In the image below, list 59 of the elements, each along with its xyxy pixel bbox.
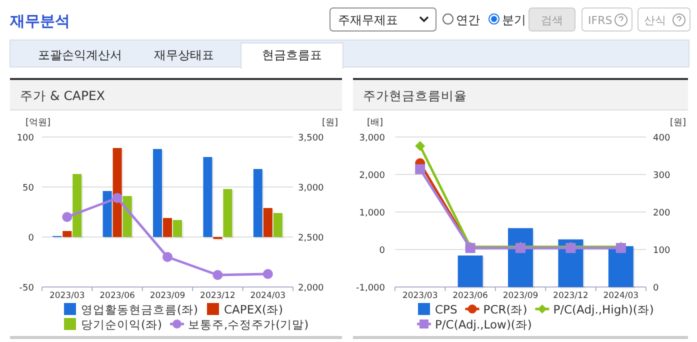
- y2-tick-label: 400: [653, 134, 670, 144]
- text: 분기: [502, 13, 526, 27]
- x-tick-label: 2023/09: [150, 291, 186, 301]
- y-tick-label: 50: [22, 184, 34, 194]
- legend-label: PCR(좌): [483, 302, 528, 316]
- y2-tick-label: 2,500: [298, 234, 324, 244]
- x-tick-label: 2023/09: [502, 291, 538, 301]
- y-axis-title: [배]: [366, 118, 384, 128]
- y-tick-label: 0: [379, 246, 386, 256]
- legend-label: 보통주,수정주가(기말): [188, 318, 309, 332]
- legend-label: P/C(Adj.,Low)(좌): [435, 318, 532, 332]
- y-tick-label: -1,000: [356, 284, 386, 294]
- point: [415, 164, 426, 174]
- legend-label: 당기순이익(좌): [81, 318, 162, 332]
- text: 재무분석: [9, 12, 70, 30]
- y-axis-title: [억원]: [25, 118, 51, 128]
- y2-axis-title: [원]: [670, 118, 686, 128]
- y-tick-label: 1,000: [359, 208, 386, 218]
- y-tick-label: -50: [19, 284, 34, 294]
- point: [112, 193, 122, 203]
- x-tick-label: 2023/03: [49, 291, 85, 301]
- x-tick-label: 2023/03: [402, 291, 438, 301]
- point: [62, 212, 72, 222]
- x-tick-label: 2023/12: [200, 291, 236, 301]
- text: 재무상태표: [154, 48, 214, 62]
- x-tick-label: 2024/03: [250, 291, 286, 301]
- text: 현금흐름표: [262, 48, 322, 62]
- text: 포괄손익계산서: [38, 48, 122, 62]
- text: IFRS: [588, 14, 612, 27]
- y2-tick-label: 200: [653, 208, 670, 218]
- legend-label: CPS: [435, 302, 458, 316]
- legend-label: P/C(Adj.,High)(좌): [553, 302, 654, 316]
- point: [262, 269, 273, 279]
- legend-label: CAPEX(좌): [224, 302, 283, 316]
- y-tick-label: 2,000: [359, 171, 386, 181]
- y2-tick-label: 2,000: [298, 284, 324, 294]
- text: 산식: [644, 14, 666, 27]
- y-tick-label: 0: [28, 234, 34, 244]
- point: [415, 141, 426, 151]
- y2-tick-label: 300: [653, 171, 670, 181]
- y2-tick-label: 0: [653, 284, 659, 294]
- x-tick-label: 2024/03: [603, 291, 639, 301]
- y-tick-label: 100: [16, 134, 34, 144]
- chart-title: 주가 & CAPEX: [20, 88, 106, 103]
- y2-axis-title: [원]: [322, 118, 338, 128]
- x-tick-label: 2023/06: [452, 291, 488, 301]
- x-tick-label: 2023/06: [100, 291, 135, 301]
- text: 연간: [456, 13, 480, 27]
- text: 주재무제표: [338, 13, 398, 27]
- text: 검색: [541, 14, 563, 27]
- point: [212, 270, 223, 280]
- chart-title: 주가현금흐름비율: [363, 88, 467, 103]
- legend-label: 영업활동현금흐름(좌): [81, 302, 198, 316]
- y2-tick-label: 3,000: [298, 184, 324, 194]
- y2-tick-label: 3,500: [298, 134, 324, 144]
- point: [162, 252, 172, 262]
- x-tick-label: 2023/12: [553, 291, 588, 301]
- y-tick-label: 3,000: [359, 134, 386, 144]
- y2-tick-label: 100: [653, 246, 670, 256]
